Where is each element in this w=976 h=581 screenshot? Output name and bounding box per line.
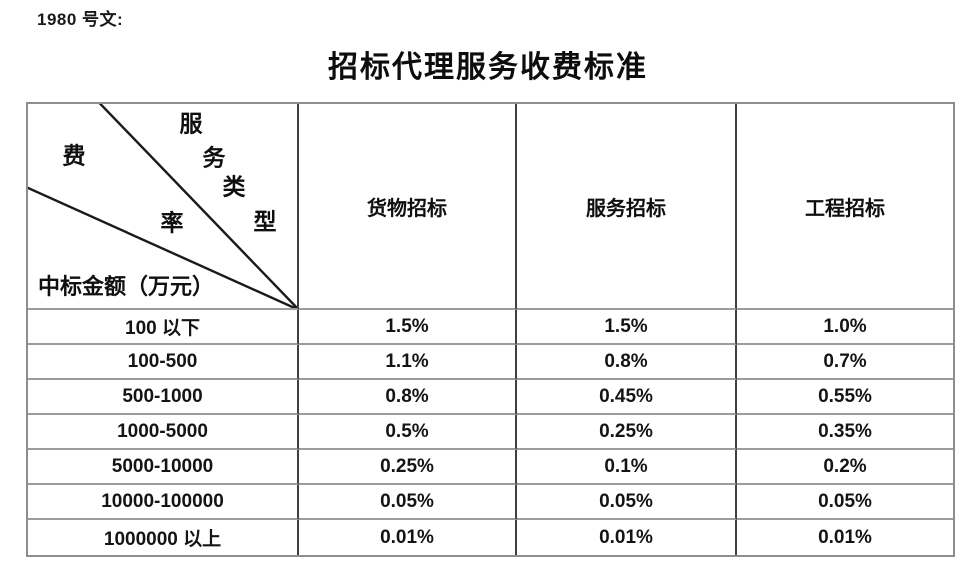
corner-service-char-4: 型 — [253, 208, 277, 236]
rate-cell: 1.0% — [737, 310, 953, 345]
rate-cell: 0.35% — [737, 415, 953, 450]
rate-cell: 0.05% — [299, 485, 517, 520]
rate-cell: 0.01% — [517, 520, 737, 555]
diagonal-header: 费 率 服 务 类 型 中标金额（万元） — [28, 104, 297, 308]
table-row: 10000-100000 0.05% 0.05% 0.05% — [28, 485, 953, 520]
table-corner-cell: 费 率 服 务 类 型 中标金额（万元） — [28, 104, 299, 310]
rate-cell: 1.5% — [517, 310, 737, 345]
doc-ref-number: 1980 号文: — [37, 10, 124, 29]
rate-cell: 0.8% — [299, 380, 517, 415]
corner-row-axis-label: 中标金额（万元） — [38, 274, 215, 300]
rate-cell: 0.45% — [517, 380, 737, 415]
table-row: 5000-10000 0.25% 0.1% 0.2% — [28, 450, 953, 485]
column-header-goods-bidding: 货物招标 — [299, 104, 517, 310]
amount-range-cell: 1000-5000 — [28, 415, 299, 450]
amount-range-cell: 500-1000 — [28, 380, 299, 415]
page-title: 招标代理服务收费标准 — [328, 50, 648, 85]
rate-cell: 0.5% — [299, 415, 517, 450]
rate-cell: 0.7% — [737, 345, 953, 380]
corner-service-char-2: 务 — [202, 144, 226, 172]
fee-standard-table: 费 率 服 务 类 型 中标金额（万元） 货物招标 服务招标 工程招标 100 … — [26, 102, 955, 557]
rate-cell: 0.8% — [517, 345, 737, 380]
corner-fee-char: 费 — [62, 142, 86, 170]
rate-cell: 1.1% — [299, 345, 517, 380]
rate-cell: 0.01% — [737, 520, 953, 555]
table-row: 100-500 1.1% 0.8% 0.7% — [28, 345, 953, 380]
corner-service-char-3: 类 — [222, 173, 246, 201]
rate-cell: 0.2% — [737, 450, 953, 485]
table-row: 1000000 以上 0.01% 0.01% 0.01% — [28, 520, 953, 555]
diagonal-lines — [28, 104, 297, 308]
amount-range-cell: 5000-10000 — [28, 450, 299, 485]
column-header-works-bidding: 工程招标 — [737, 104, 953, 310]
rate-cell: 0.05% — [517, 485, 737, 520]
column-header-services-bidding: 服务招标 — [517, 104, 737, 310]
corner-service-char-1: 服 — [179, 110, 203, 138]
rate-cell: 0.25% — [299, 450, 517, 485]
table-row: 500-1000 0.8% 0.45% 0.55% — [28, 380, 953, 415]
rate-cell: 0.05% — [737, 485, 953, 520]
rate-cell: 0.1% — [517, 450, 737, 485]
amount-range-cell: 10000-100000 — [28, 485, 299, 520]
rate-cell: 0.25% — [517, 415, 737, 450]
amount-range-cell: 100 以下 — [28, 310, 299, 345]
amount-range-cell: 1000000 以上 — [28, 520, 299, 555]
rate-cell: 1.5% — [299, 310, 517, 345]
table-header-row: 费 率 服 务 类 型 中标金额（万元） 货物招标 服务招标 工程招标 — [28, 104, 953, 310]
rate-cell: 0.55% — [737, 380, 953, 415]
corner-rate-char: 率 — [160, 209, 184, 237]
table-row: 1000-5000 0.5% 0.25% 0.35% — [28, 415, 953, 450]
amount-range-cell: 100-500 — [28, 345, 299, 380]
table-row: 100 以下 1.5% 1.5% 1.0% — [28, 310, 953, 345]
rate-cell: 0.01% — [299, 520, 517, 555]
